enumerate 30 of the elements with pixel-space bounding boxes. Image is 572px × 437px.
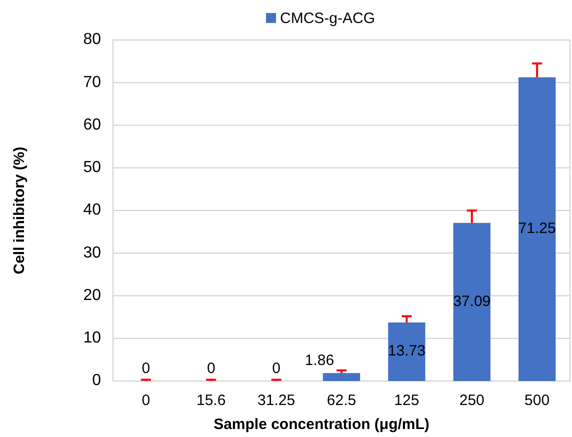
bar — [453, 222, 490, 381]
y-tick-label: 40 — [83, 202, 102, 219]
x-tick-label: 31.25 — [258, 392, 296, 409]
data-label: 0 — [272, 360, 280, 377]
bar — [388, 322, 426, 381]
bar — [518, 77, 556, 381]
y-tick-label: 50 — [83, 159, 102, 176]
y-tick-label: 70 — [83, 74, 102, 91]
x-tick-label: 250 — [459, 392, 484, 409]
data-label: 37.09 — [453, 292, 491, 310]
y-tick-label: 80 — [83, 31, 102, 48]
data-label: 71.25 — [518, 220, 556, 238]
y-tick-label: 30 — [83, 244, 102, 262]
x-tick-label: 500 — [524, 392, 550, 409]
x-tick-label: 62.5 — [326, 392, 356, 409]
y-axis-title: Cell inhibitory (%) — [11, 146, 28, 274]
y-tick-label: 60 — [83, 116, 102, 134]
x-axis-title: Sample concentration (μg/mL) — [214, 416, 430, 433]
legend-label: CMCS-g-ACG — [280, 10, 376, 27]
data-label: 0 — [206, 360, 216, 377]
y-tick-label: 0 — [92, 372, 102, 390]
bar — [322, 373, 360, 381]
y-tick-label: 20 — [83, 286, 102, 304]
data-label: 13.73 — [388, 342, 426, 360]
data-label: 0 — [142, 360, 150, 377]
y-tick-label: 10 — [83, 330, 102, 347]
x-tick-label: 0 — [142, 392, 150, 409]
x-tick-label: 125 — [394, 392, 420, 409]
x-tick-label: 15.6 — [196, 392, 226, 409]
data-label: 1.86 — [304, 352, 334, 370]
